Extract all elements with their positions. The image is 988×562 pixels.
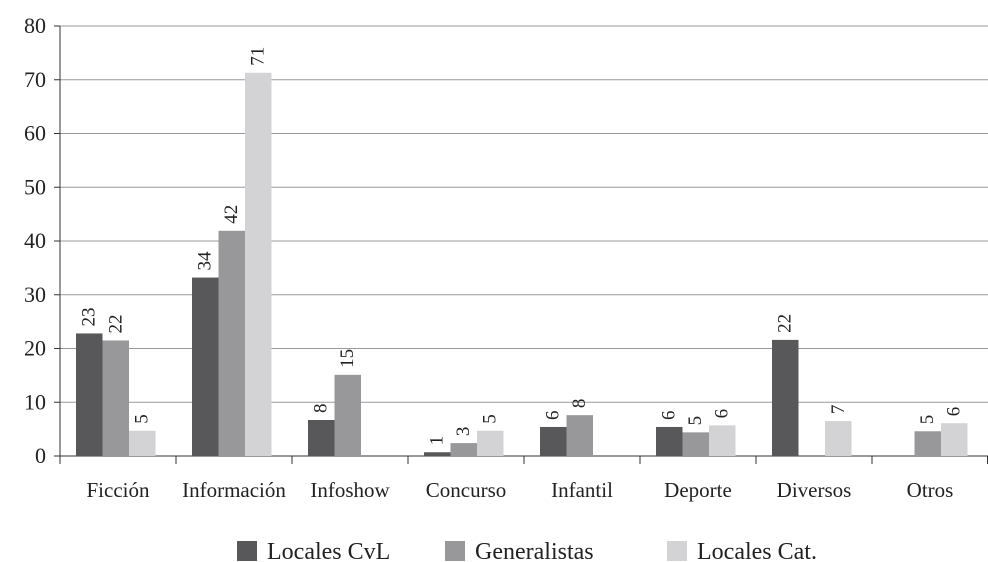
bar [76,333,103,456]
bar [656,426,683,456]
x-tick-label: Concurso [426,478,507,502]
legend-label: Generalistas [475,539,594,562]
legend: Locales CvL Generalistas Locales Cat. [237,539,817,562]
y-tick-label: 10 [24,389,46,414]
data-label: 22 [105,314,126,333]
bar [424,452,451,456]
data-label: 71 [248,47,269,66]
data-label: 34 [195,251,216,271]
data-label: 6 [712,409,733,419]
bar [450,443,477,456]
data-label: 1 [427,436,448,446]
x-tick-label: Diversos [777,478,852,502]
y-tick-label: 30 [24,282,46,307]
y-tick-label: 60 [24,121,46,146]
bar [102,340,129,456]
bar [334,374,361,456]
bar [308,419,335,456]
legend-swatch [445,541,465,561]
bar [129,430,156,456]
x-tick-label: Información [182,478,286,502]
x-axis: Ficción Información Infoshow Concurso Infant… [59,455,988,502]
bar [772,339,799,456]
data-label: 6 [659,410,680,420]
bar [682,432,709,456]
bar [540,426,567,456]
data-label: 5 [685,416,706,426]
legend-swatch [237,541,257,561]
bar [477,430,504,456]
bar [218,230,245,456]
data-label: 8 [311,403,332,413]
data-label: 15 [337,349,358,368]
x-tick-label: Infantil [551,478,613,502]
data-label: 3 [453,427,474,437]
bar [566,415,593,456]
bar [825,421,852,456]
y-tick-label: 0 [35,443,46,468]
y-tick-label: 50 [24,174,46,199]
y-axis: 0 10 20 30 40 50 60 70 80 [24,13,61,468]
y-tick-label: 70 [24,67,46,92]
data-label: 6 [944,407,965,417]
bar [709,425,736,456]
y-tick-label: 20 [24,336,46,361]
legend-label: Locales CvL [267,539,390,562]
data-label: 6 [543,410,564,420]
y-tick-label: 40 [24,228,46,253]
y-tick-label: 80 [24,13,46,38]
data-label: 5 [917,415,938,425]
data-label: 7 [828,405,849,415]
legend-label: Locales Cat. [697,539,817,562]
legend-swatch [667,541,687,561]
data-label: 42 [221,205,242,224]
x-tick-label: Deporte [664,478,732,502]
x-tick-label: Infoshow [310,478,390,502]
data-label: 8 [569,399,590,409]
x-tick-label: Otros [907,478,954,502]
bar [914,431,941,456]
data-label: 5 [480,414,501,424]
bar [192,277,219,456]
data-label: 23 [79,307,100,326]
bar [245,72,272,456]
bar [941,423,968,456]
data-label: 5 [132,414,153,424]
x-tick-label: Ficción [87,478,150,502]
bars [76,72,968,456]
data-label: 22 [775,314,796,333]
